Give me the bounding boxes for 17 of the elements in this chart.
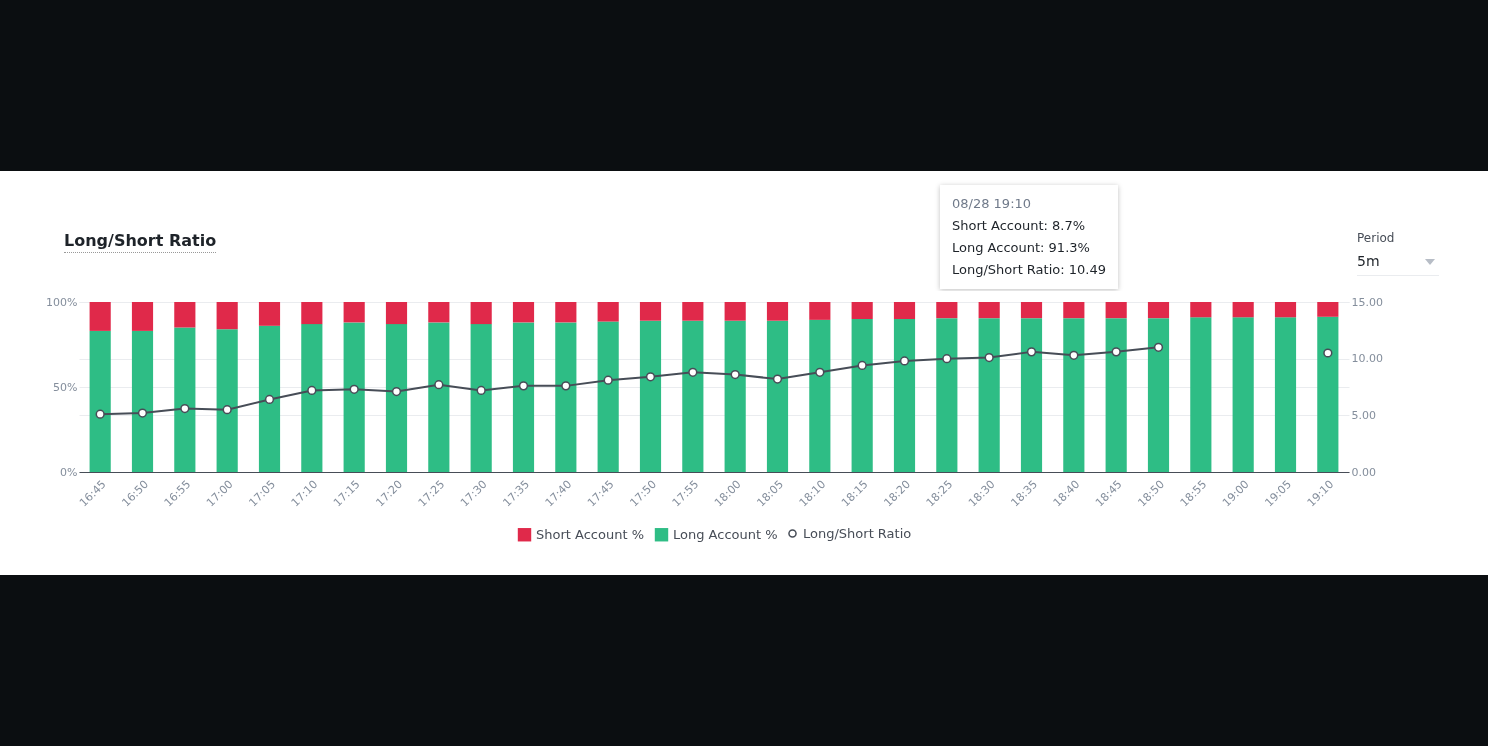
text: 08/28 19:10 bbox=[952, 195, 1033, 213]
y-tick-label: 50% bbox=[53, 380, 78, 394]
legend-label: Long Account % bbox=[673, 526, 778, 542]
text: Short Account: 8.7% bbox=[952, 217, 1087, 235]
legend-label: Long/Short Ratio bbox=[803, 525, 912, 541]
y-tick-label: 100% bbox=[46, 295, 78, 309]
chart-title: Long/Short Ratio bbox=[64, 231, 217, 253]
text: 5m bbox=[1357, 253, 1439, 276]
y2-tick-label: 15.00 bbox=[1351, 295, 1383, 309]
legend-label: Short Account % bbox=[536, 526, 644, 542]
y2-tick-label: 0.00 bbox=[1351, 465, 1376, 479]
text: Long/Short Ratio: 10.49 bbox=[952, 261, 1106, 279]
y2-tick-label: 10.00 bbox=[1351, 352, 1383, 366]
text: Period bbox=[1357, 231, 1396, 245]
text: Long Account: 91.3% bbox=[952, 239, 1091, 257]
y-tick-label: 0% bbox=[60, 465, 78, 479]
y2-tick-label: 5.00 bbox=[1351, 408, 1376, 422]
